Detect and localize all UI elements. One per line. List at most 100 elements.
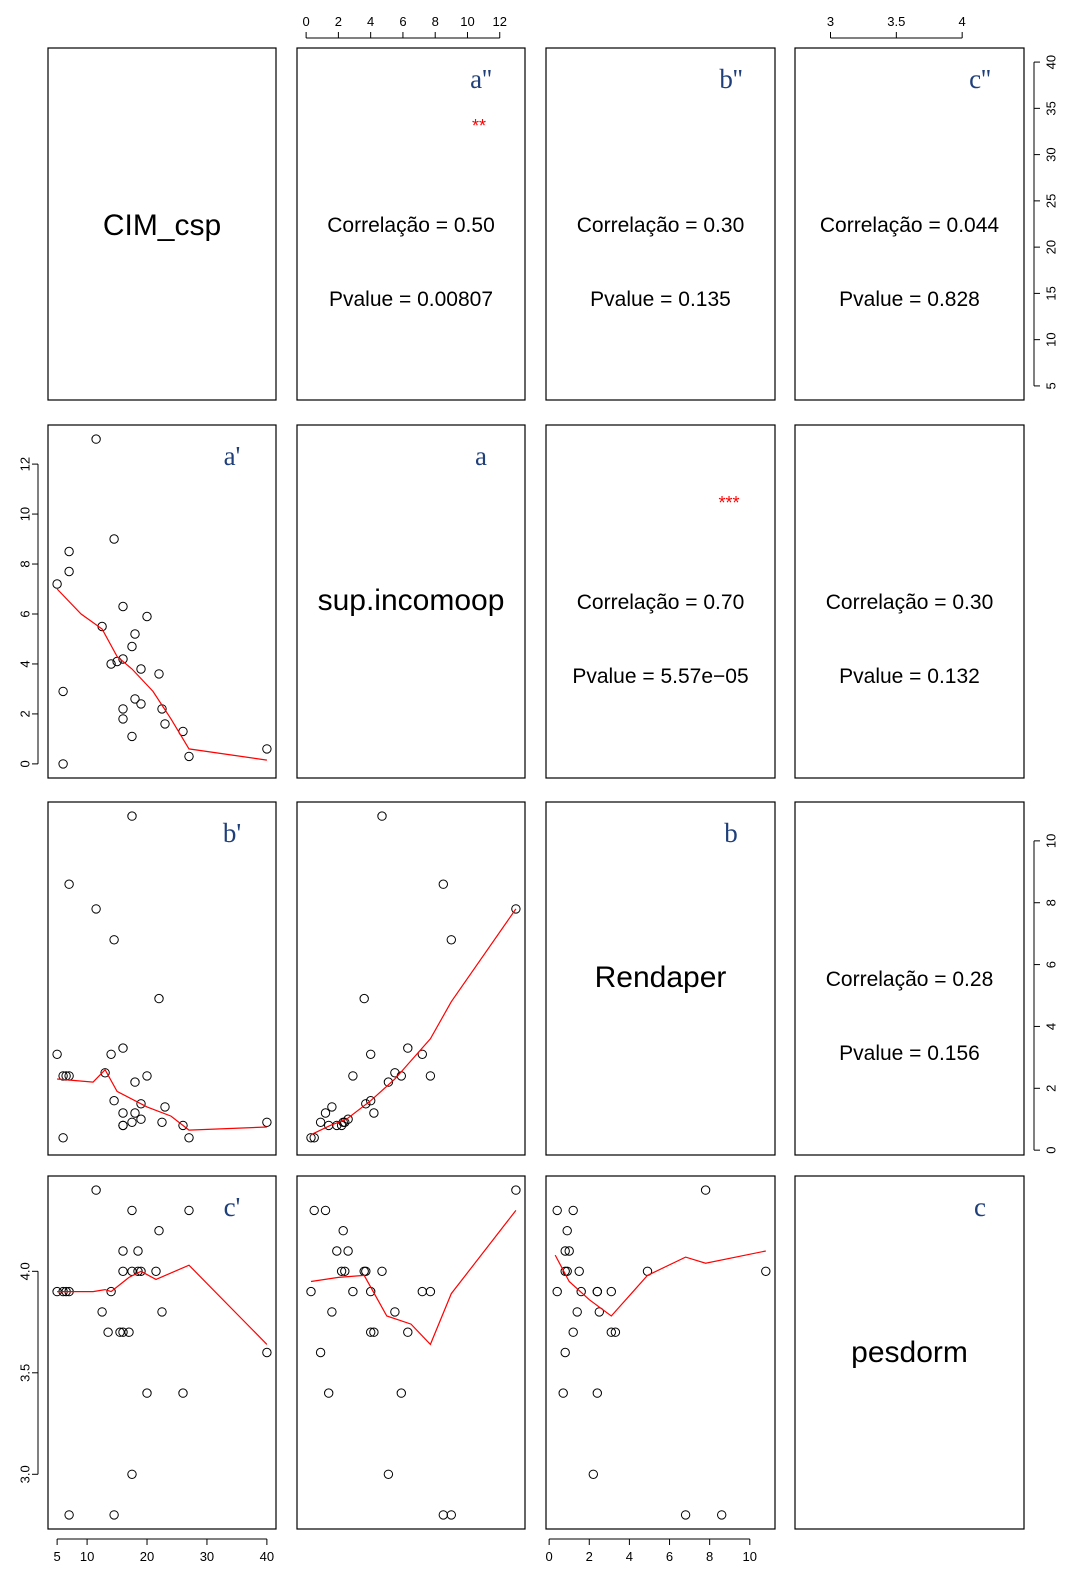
- scatter-point: [359, 993, 369, 1004]
- scatter-point: [717, 1510, 727, 1520]
- scatter-point: [336, 1266, 347, 1277]
- scatter-point: [184, 1133, 194, 1143]
- scatter-point: [558, 1388, 568, 1398]
- scatter-panel-r2-c1: [306, 811, 521, 1143]
- scatter-point: [127, 1469, 137, 1480]
- tick-label: 0: [546, 1549, 553, 1564]
- tick-label: 20: [1043, 240, 1058, 254]
- smooth-line: [56, 588, 267, 761]
- scatter-point: [568, 1205, 578, 1216]
- scatter-point: [106, 1286, 116, 1297]
- scatter-point: [340, 1266, 350, 1277]
- scatter-point: [606, 1327, 616, 1337]
- scatter-point: [127, 1205, 137, 1216]
- bottom-axis-rendaper: 0 2 4 6 8 10: [546, 1538, 757, 1564]
- scatter-panel-r3-c2: [552, 1185, 771, 1520]
- scatter-point: [118, 654, 128, 664]
- scatter-point: [324, 1388, 334, 1398]
- right-axis-rendaper: 0 2 4 6 8 10: [1033, 834, 1058, 1154]
- scatter-point: [262, 1347, 272, 1358]
- tick-label: 8: [432, 14, 439, 29]
- top-axis-pesdorm: 3 3.5 4: [827, 14, 966, 39]
- scatter-panel-r3-c1: [306, 1185, 521, 1520]
- tick-label: 2: [335, 14, 342, 29]
- scatter-point: [142, 611, 152, 622]
- scatter-point: [91, 1185, 101, 1195]
- tick-label: 6: [399, 14, 406, 29]
- pvalue-label: Pvalue = 0.135: [590, 288, 731, 311]
- pvalue-label: Pvalue = 5.57e−05: [572, 665, 748, 688]
- scatter-point: [100, 1068, 110, 1078]
- scatter-point: [320, 1108, 331, 1118]
- tick-label: 0: [17, 760, 32, 767]
- scatter-point: [552, 1286, 562, 1297]
- tick-label: 8: [706, 1549, 713, 1564]
- scatter-point: [564, 1246, 574, 1256]
- scatter-point: [262, 1117, 272, 1128]
- correlation-label: Correlação = 0.70: [577, 591, 745, 614]
- scatter-point: [184, 1205, 194, 1216]
- tick-label: 2: [586, 1549, 593, 1564]
- scatter-point: [58, 759, 68, 769]
- variable-name-0: CIM_csp: [103, 209, 221, 242]
- panel-r1-c1: [296, 424, 526, 779]
- scatter-point: [115, 1327, 125, 1337]
- scatter-point: [109, 935, 119, 945]
- tick-label: 10: [80, 1549, 94, 1564]
- tick-label: 30: [200, 1549, 214, 1564]
- panel-letter: c': [224, 1192, 241, 1222]
- scatter-point: [396, 1388, 406, 1398]
- panel-r2-c0: [47, 801, 277, 1156]
- scatter-point: [262, 744, 272, 754]
- scatter-point: [588, 1469, 598, 1480]
- scatter-panel-r2-c0: b': [52, 811, 272, 1143]
- panel-letter-diag-1: a: [475, 441, 487, 471]
- scatter-point: [446, 1510, 456, 1520]
- scatter-point: [438, 879, 448, 889]
- panel-r1-c2: [545, 424, 776, 779]
- scatter-point: [560, 1347, 570, 1358]
- scatter-point: [97, 1307, 107, 1317]
- tick-label: 30: [1043, 147, 1058, 161]
- scatter-point: [130, 1077, 140, 1087]
- pvalue-label: Pvalue = 0.156: [839, 1042, 980, 1065]
- correlation-label: Correlação = 0.30: [826, 591, 994, 614]
- scatter-point: [568, 1327, 578, 1337]
- variable-name-1: sup.incomoop: [318, 584, 505, 617]
- variable-name-2: Rendaper: [595, 961, 727, 994]
- scatter-point: [315, 1347, 326, 1358]
- pvalue-label: Pvalue = 0.132: [839, 665, 980, 688]
- pvalue-label: Pvalue = 0.828: [839, 288, 980, 311]
- scatter-point: [574, 1266, 584, 1277]
- scatter-point: [160, 1102, 170, 1112]
- panel-r0-c1: [296, 47, 526, 401]
- scatter-point: [106, 1049, 116, 1060]
- scatter-point: [403, 1043, 413, 1053]
- correlation-label: Correlação = 0.50: [327, 214, 495, 237]
- significance-stars: **: [472, 116, 486, 136]
- scatter-point: [366, 1327, 376, 1337]
- correlation-label: Correlação = 0.28: [826, 968, 994, 991]
- scatter-point: [154, 669, 164, 679]
- scatter-point: [130, 629, 140, 639]
- scatter-point: [160, 719, 170, 729]
- scatter-point: [680, 1510, 691, 1520]
- tick-label: 5: [1043, 382, 1058, 389]
- left-axis-pesdorm: 3.0 3.5 4.0: [17, 1262, 39, 1483]
- tick-label: 20: [140, 1549, 154, 1564]
- scatter-point: [383, 1469, 394, 1480]
- scatter-point: [366, 1096, 376, 1106]
- scatter-panel-r3-c0: c': [52, 1185, 272, 1520]
- scatter-point: [377, 811, 387, 821]
- pvalue-label: Pvalue = 0.00807: [329, 288, 493, 311]
- tick-label: 0: [303, 14, 310, 29]
- scatter-point: [109, 534, 119, 544]
- scatter-point: [124, 1327, 134, 1337]
- panel-r0-c3: [794, 47, 1025, 401]
- smooth-line: [57, 1068, 267, 1131]
- tick-label: 8: [17, 560, 32, 567]
- scatter-point: [151, 1266, 161, 1277]
- scatter-point: [572, 1307, 582, 1317]
- tick-label: 4: [17, 660, 32, 667]
- scatter-point: [127, 641, 137, 652]
